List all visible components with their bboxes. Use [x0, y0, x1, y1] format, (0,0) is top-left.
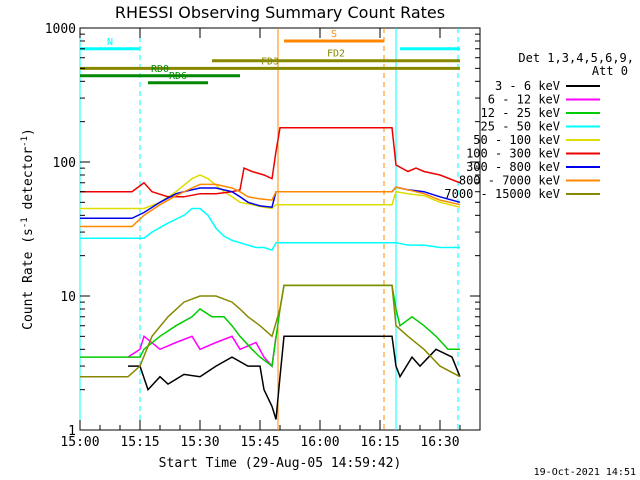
mode-bar-label: RD6	[169, 71, 187, 82]
legend-label: 12 - 25 keV	[481, 106, 560, 120]
mode-bar-label: N	[107, 37, 113, 48]
series-line	[80, 127, 461, 198]
y-tick-label: 1	[68, 424, 76, 439]
series-line	[80, 284, 461, 378]
series-line	[128, 335, 461, 420]
y-axis-label: Count Rate (s-1 detector-1)	[20, 128, 36, 330]
series-line	[127, 335, 277, 368]
x-tick-label: 15:45	[240, 435, 279, 450]
mode-bar-label: S	[331, 29, 337, 40]
x-tick-label: 15:15	[120, 435, 159, 450]
legend-label: 100 - 300 keV	[466, 147, 560, 161]
series-layer	[80, 127, 461, 420]
timestamp: 19-Oct-2021 14:51	[534, 467, 636, 478]
mode-bar-label: RD0	[151, 64, 169, 75]
y-tick-label: 10	[60, 290, 76, 305]
chart-title: RHESSI Observing Summary Count Rates	[115, 3, 445, 22]
x-axis-label: Start Time (29-Aug-05 14:59:42)	[159, 456, 402, 471]
series-line	[80, 174, 461, 210]
y-label-part-3: )	[21, 128, 36, 136]
legend-label: 6 - 12 keV	[488, 93, 560, 107]
x-tick-label: 16:00	[300, 435, 339, 450]
x-tick-label: 16:30	[420, 435, 459, 450]
y-label-part-1: Count Rate (s	[21, 228, 36, 330]
legend-label: 300 - 800 keV	[466, 160, 560, 174]
y-label-sup-1: -1	[20, 217, 30, 228]
y-tick-label: 1000	[45, 22, 76, 37]
y-label-sup-2: -1	[20, 136, 30, 147]
x-tick-label: 15:00	[60, 435, 99, 450]
mode-bar-label: FD3	[261, 56, 279, 67]
legend-header-1: Det 1,3,4,5,6,9,	[518, 51, 634, 65]
axes-layer: 15:00 15:15 15:30 15:45 16:00 16:15 16:30 1 10 10…	[45, 22, 481, 450]
legend-label: 3 - 6 keV	[495, 79, 560, 93]
legend-label: 50 - 100 keV	[473, 133, 560, 147]
series-line	[80, 186, 461, 220]
series-line	[80, 183, 461, 228]
legend-label: 25 - 50 keV	[481, 120, 560, 134]
legend-header-2: Att 0	[592, 64, 628, 78]
series-line	[80, 284, 460, 368]
series-line	[80, 207, 460, 252]
mode-bar-label: FD2	[327, 49, 345, 60]
x-tick-label: 15:30	[180, 435, 219, 450]
y-tick-label: 100	[53, 156, 76, 171]
legend-label: 800 - 7000 keV	[459, 174, 560, 188]
legend-label: 7000 - 15000 keV	[444, 187, 560, 201]
x-tick-label: 16:15	[360, 435, 399, 450]
y-label-part-2: detector	[21, 147, 36, 218]
